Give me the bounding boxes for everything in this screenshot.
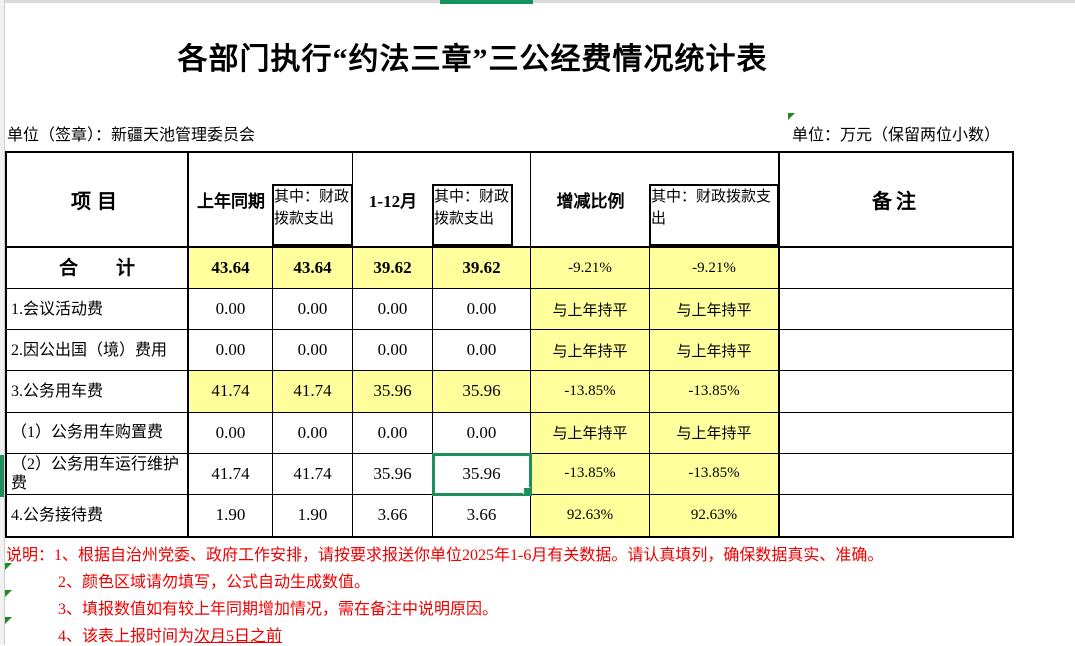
selected-row-header-highlight [0, 455, 4, 497]
header-jan-dec-label: 1-12月 [368, 192, 418, 211]
ratio-cell[interactable]: 92.63% [531, 494, 650, 536]
ratio-cell[interactable]: -9.21% [650, 248, 780, 290]
ratio-cell[interactable]: 与上年持平 [650, 289, 780, 331]
value-cell[interactable]: 43.64 [273, 248, 353, 290]
value-cell[interactable]: 0.00 [353, 289, 433, 331]
remark-cell[interactable] [780, 289, 1012, 331]
ratio-cell[interactable]: 92.63% [650, 494, 780, 536]
note-line-4[interactable]: 4、该表上报时间为次月5日之前 [58, 622, 282, 646]
value-cell[interactable]: 0.00 [433, 330, 531, 372]
ratio-cell[interactable]: -13.85% [531, 371, 650, 413]
row-label[interactable]: 1.会议活动费 [7, 289, 189, 331]
value-cell[interactable]: 41.74 [273, 453, 353, 495]
row-label[interactable]: 合 计 [7, 248, 189, 290]
ratio-cell[interactable]: -13.85% [650, 371, 780, 413]
remark-cell[interactable] [780, 494, 1012, 536]
scrollbar-thumb-horizontal[interactable] [440, 0, 533, 4]
value-cell[interactable]: 1.90 [273, 494, 353, 536]
header-fiscal-sub-label-3: 其中：财政拨款支出 [651, 189, 772, 227]
ratio-cell[interactable]: 与上年持平 [650, 330, 780, 372]
value-cell[interactable]: 0.00 [273, 289, 353, 331]
value-cell[interactable]: 3.66 [433, 494, 531, 536]
row-label[interactable]: 4.公务接待费 [7, 494, 189, 536]
cell-flag-icon [788, 113, 795, 120]
header-fiscal-sub-label-1: 其中：财政拨款支出 [274, 189, 350, 227]
header-remark[interactable]: 备注 [780, 153, 1012, 248]
value-cell[interactable]: 35.96 [353, 371, 433, 413]
remark-cell[interactable] [780, 453, 1012, 495]
remark-cell[interactable] [780, 412, 1012, 454]
value-cell[interactable]: 0.00 [433, 289, 531, 331]
header-change-ratio[interactable]: 增减比例 其中：财政拨款支出 [531, 153, 780, 248]
note-line-1[interactable]: 说明：1、根据自治州党委、政府工作安排，请按要求报送你单位2025年1-6月有关… [6, 547, 884, 564]
unit-of-measure-label[interactable]: 单位：万元（保留两位小数） [792, 127, 1001, 144]
ratio-cell[interactable]: -13.85% [531, 453, 650, 495]
row-label[interactable]: 3.公务用车费 [7, 371, 189, 413]
value-cell[interactable]: 41.74 [189, 371, 273, 413]
cell-flag-icon [5, 617, 12, 624]
remark-cell[interactable] [780, 330, 1012, 372]
cell-flag-icon [5, 563, 12, 570]
value-cell[interactable]: 35.96 [433, 371, 531, 413]
remark-cell[interactable] [780, 371, 1012, 413]
note-line-3[interactable]: 3、填报数值如有较上年同期增加情况，需在备注中说明原因。 [58, 601, 499, 618]
note-line-4-underlined: 次月5日之前 [194, 628, 283, 645]
expense-table: 项目 上年同期 其中：财政拨款支出 1-12月 其中：财政拨款支出 增减比例 其… [5, 151, 1014, 538]
cell-flag-icon [5, 590, 12, 597]
header-prev-year-label: 上年同期 [197, 192, 265, 211]
value-cell[interactable]: 0.00 [189, 289, 273, 331]
value-cell[interactable]: 0.00 [353, 330, 433, 372]
value-cell[interactable]: 0.00 [189, 412, 273, 454]
remark-cell[interactable] [780, 248, 1012, 290]
row-header-edge [0, 0, 5, 645]
value-cell[interactable]: 0.00 [433, 412, 531, 454]
value-cell[interactable]: 39.62 [353, 248, 433, 290]
value-cell[interactable]: 0.00 [189, 330, 273, 372]
ratio-cell[interactable]: 与上年持平 [531, 330, 650, 372]
header-fiscal-sub-box-3[interactable]: 其中：财政拨款支出 [649, 184, 779, 246]
row-label[interactable]: （1）公务用车购置费 [7, 412, 189, 454]
header-fiscal-sub-label-2: 其中：财政拨款支出 [434, 189, 510, 227]
row-label[interactable]: 2.因公出国（境）费用 [7, 330, 189, 372]
value-cell[interactable]: 35.96 [432, 452, 532, 496]
header-prev-year[interactable]: 上年同期 其中：财政拨款支出 [189, 153, 353, 248]
ratio-cell[interactable]: 与上年持平 [531, 289, 650, 331]
value-cell[interactable]: 0.00 [273, 330, 353, 372]
value-cell[interactable]: 43.64 [189, 248, 273, 290]
note-line-4-text: 4、该表上报时间为 [58, 628, 195, 645]
header-item[interactable]: 项目 [7, 153, 189, 248]
value-cell[interactable]: 39.62 [433, 248, 531, 290]
ratio-cell[interactable]: 与上年持平 [650, 412, 780, 454]
value-cell[interactable]: 35.96 [353, 453, 433, 495]
window-top-edge [0, 0, 1075, 3]
value-cell[interactable]: 41.74 [273, 371, 353, 413]
value-cell[interactable]: 0.00 [273, 412, 353, 454]
note-line-2[interactable]: 2、颜色区域请勿填写，公式自动生成数值。 [58, 574, 371, 591]
value-cell[interactable]: 3.66 [353, 494, 433, 536]
ratio-cell[interactable]: -13.85% [650, 453, 780, 495]
sheet-title[interactable]: 各部门执行“约法三章”三公经费情况统计表 [177, 43, 768, 76]
value-cell[interactable]: 0.00 [353, 412, 433, 454]
value-cell[interactable]: 41.74 [189, 453, 273, 495]
ratio-cell[interactable]: -9.21% [531, 248, 650, 290]
row-label[interactable]: （2）公务用车运行维护费 [7, 453, 189, 495]
unit-signature-label[interactable]: 单位（签章）：新疆天池管理委员会 [7, 127, 256, 144]
value-cell[interactable]: 1.90 [189, 494, 273, 536]
header-jan-dec[interactable]: 1-12月 其中：财政拨款支出 [353, 153, 531, 248]
header-fiscal-sub-box-2[interactable]: 其中：财政拨款支出 [432, 184, 513, 246]
header-fiscal-sub-box-1[interactable]: 其中：财政拨款支出 [272, 184, 353, 246]
header-change-ratio-label: 增减比例 [556, 192, 625, 211]
ratio-cell[interactable]: 与上年持平 [531, 412, 650, 454]
